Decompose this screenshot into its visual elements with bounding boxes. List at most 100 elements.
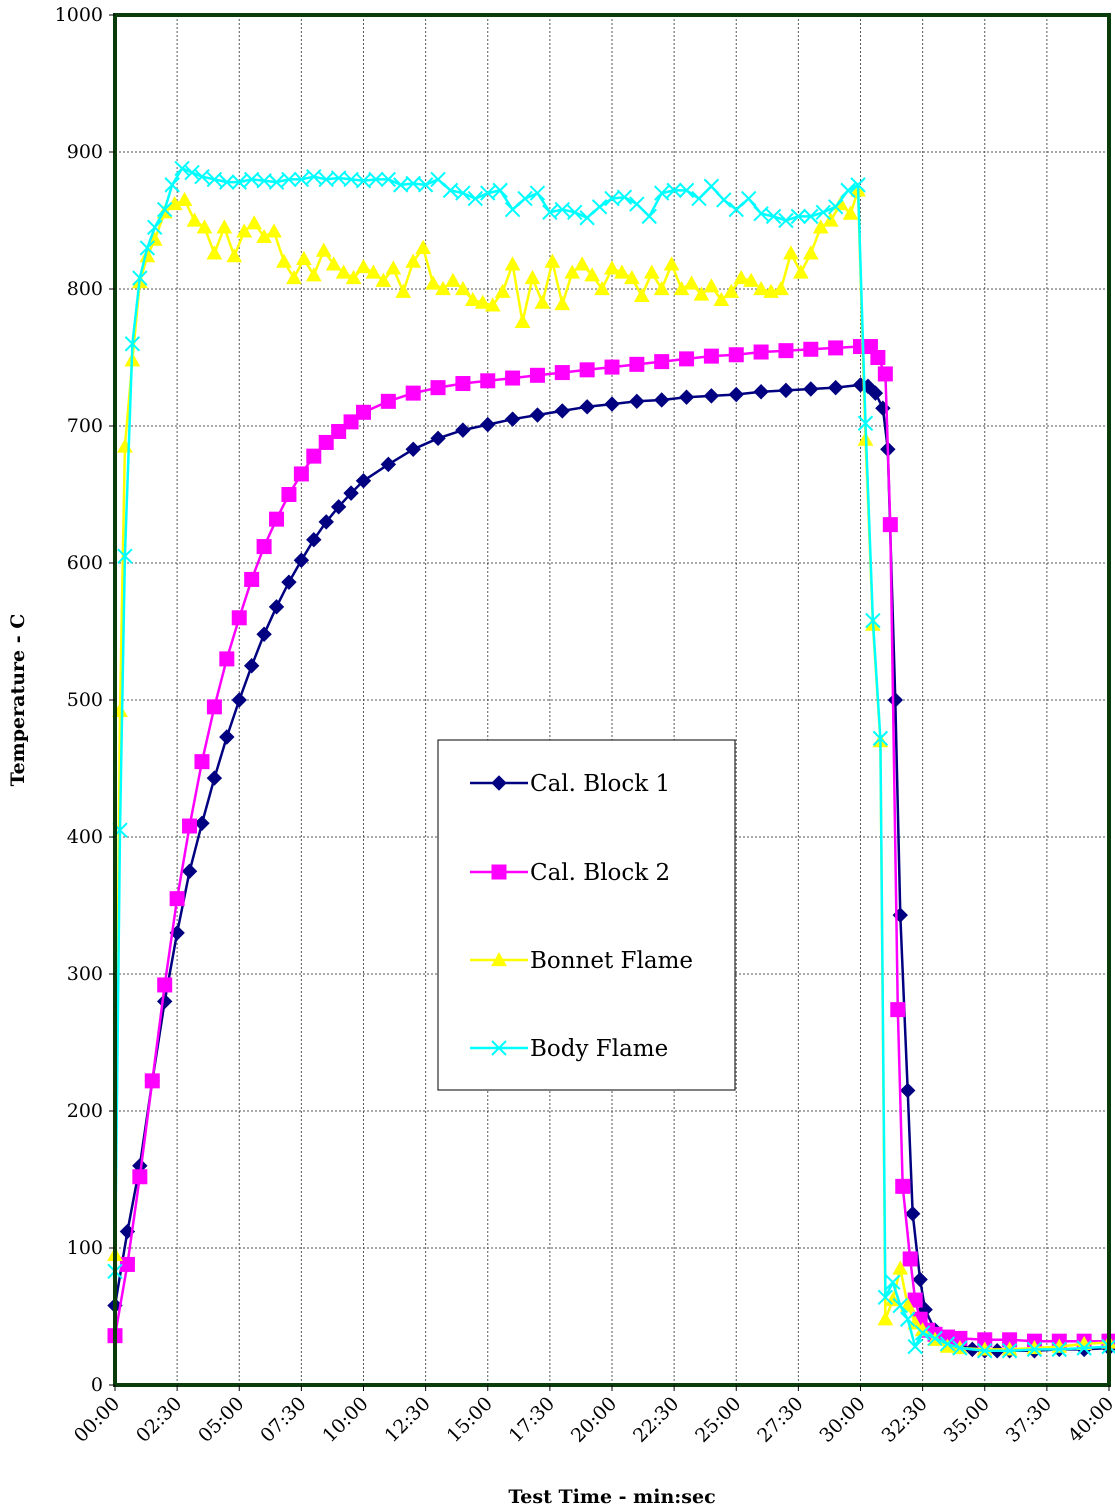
data-point (977, 1343, 993, 1359)
data-point (355, 173, 372, 189)
data-point (778, 343, 794, 359)
data-point (174, 160, 190, 177)
data-point (914, 1325, 931, 1341)
data-point (653, 392, 670, 408)
data-point (877, 366, 893, 382)
data-point (219, 729, 235, 745)
data-point (703, 388, 720, 404)
data-point (186, 212, 203, 227)
data-point (194, 815, 210, 832)
data-point (753, 344, 769, 360)
legend-box (437, 739, 736, 1091)
data-point (139, 240, 156, 256)
data-point (281, 574, 297, 590)
legend-label: Body Flame (530, 1036, 668, 1062)
data-point (877, 1311, 894, 1326)
data-point (375, 272, 392, 287)
y-tick-label: 700 (67, 415, 103, 437)
data-point (716, 192, 732, 208)
data-point (604, 260, 620, 275)
data-point (857, 415, 874, 431)
data-point (430, 380, 446, 396)
x-tick-label: 35:00 (940, 1393, 994, 1447)
x-tick-label: 20:00 (567, 1393, 621, 1447)
x-tick-label: 27:30 (753, 1393, 807, 1447)
legend-label: Bonnet Flame (530, 948, 693, 974)
data-point (425, 275, 441, 290)
data-point (306, 532, 322, 548)
data-point (430, 171, 446, 188)
data-point (293, 171, 310, 188)
y-tick-label: 900 (67, 141, 103, 163)
data-point (181, 863, 198, 879)
data-point (293, 466, 309, 482)
data-point (268, 174, 285, 190)
data-point (842, 205, 859, 220)
x-tick-label: 30:00 (815, 1393, 869, 1447)
data-point (318, 514, 334, 530)
data-point (743, 272, 760, 287)
data-point (343, 171, 359, 188)
data-point (827, 379, 844, 396)
data-point (206, 171, 223, 188)
data-point (405, 441, 421, 457)
data-point (529, 367, 545, 383)
data-point (504, 256, 521, 271)
x-tick-label: 37:30 (1002, 1393, 1056, 1447)
data-point (691, 190, 707, 207)
data-point (156, 201, 173, 218)
data-point (895, 1178, 911, 1194)
data-point (899, 1297, 916, 1312)
data-point (877, 1289, 894, 1306)
y-tick-label: 0 (91, 1374, 103, 1396)
data-point (753, 205, 769, 222)
data-point (281, 171, 297, 188)
data-point (524, 270, 541, 285)
legend-item: Cal. Block 1 (470, 771, 670, 797)
data-point (723, 283, 740, 298)
data-point (405, 385, 421, 401)
data-point (643, 264, 660, 279)
data-point (330, 499, 347, 515)
data-point (892, 1260, 909, 1275)
data-point (345, 270, 362, 285)
legend-item: Cal. Block 2 (470, 860, 670, 886)
data-point (885, 1274, 901, 1290)
data-point (803, 208, 819, 225)
data-point (157, 977, 173, 993)
y-axis-title: Temperature - C (7, 614, 29, 787)
data-point (1001, 1343, 1018, 1359)
data-point (226, 248, 243, 263)
data-point (445, 272, 461, 287)
data-point (276, 253, 292, 268)
data-point (455, 422, 471, 438)
data-point (355, 259, 372, 274)
data-point (867, 385, 884, 401)
data-point (480, 373, 496, 389)
data-point (435, 280, 451, 296)
data-point (415, 239, 431, 254)
data-point (728, 347, 744, 363)
data-point (380, 456, 397, 473)
data-point (872, 730, 889, 747)
data-point (484, 297, 501, 312)
data-point (534, 294, 551, 309)
data-point (117, 548, 133, 564)
data-point (455, 185, 471, 201)
data-point (504, 201, 521, 218)
data-point (514, 313, 531, 328)
x-tick-label: 15:00 (443, 1393, 497, 1447)
legend-items: Cal. Block 1 Cal. Block 2 Bonnet Flame Body… (470, 771, 693, 1062)
data-point (679, 351, 695, 367)
data-point (815, 204, 831, 220)
data-point (132, 270, 148, 286)
y-tick-label: 500 (67, 689, 103, 711)
data-point (728, 386, 744, 403)
y-tick-label: 300 (67, 963, 103, 985)
data-point (385, 260, 402, 275)
data-point (405, 175, 421, 192)
data-point (865, 612, 881, 629)
data-point (554, 296, 571, 311)
data-point (803, 381, 819, 397)
data-point (904, 1206, 921, 1222)
